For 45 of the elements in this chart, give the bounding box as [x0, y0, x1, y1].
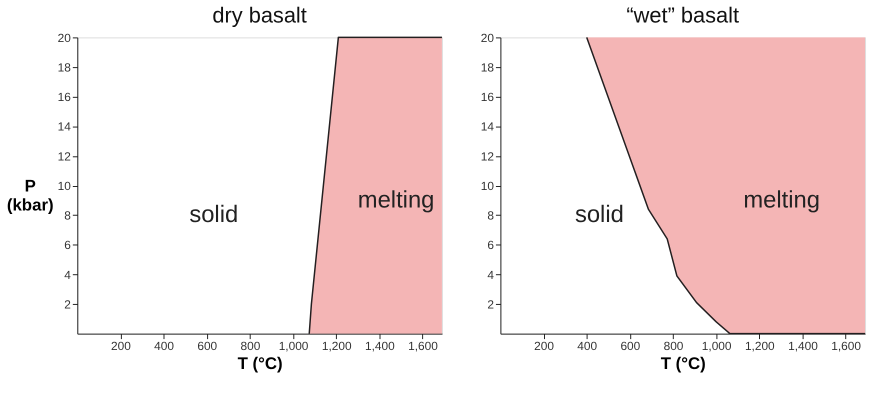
y-tick-label: 14 — [58, 120, 72, 134]
x-tick-label: 200 — [111, 339, 132, 354]
y-tick-label: 4 — [487, 268, 494, 282]
x-tick-label: 1,600 — [831, 339, 862, 354]
annotation: melting — [358, 186, 434, 214]
x-tick-label: 400 — [154, 339, 174, 354]
y-tick-label: 10 — [480, 178, 494, 193]
y-tick-label: 14 — [480, 120, 494, 134]
y-tick-label: 20 — [480, 30, 494, 45]
y-tick-label: 8 — [64, 208, 72, 223]
chart-title: “wet” basalt — [626, 2, 740, 28]
x-tick-label: 600 — [197, 339, 218, 354]
annotation: melting — [743, 186, 820, 214]
y-tick-label: 6 — [64, 238, 72, 252]
y-tick-label: 6 — [487, 238, 494, 252]
annotation: solid — [189, 201, 238, 228]
x-tick-label: 200 — [534, 339, 554, 354]
x-tick-label: 1,000 — [702, 339, 732, 354]
y-tick-label: 4 — [64, 268, 72, 282]
y-axis-title: P (kbar) — [6, 176, 54, 214]
annotation: solid — [574, 201, 624, 228]
y-tick-label: 8 — [487, 208, 494, 223]
chart-title: dry basalt — [212, 2, 307, 28]
x-axis-title: T (°C) — [660, 354, 706, 373]
x-tick-label: 800 — [664, 339, 684, 354]
y-tick-label: 10 — [58, 178, 72, 193]
y-tick-label: 18 — [58, 60, 72, 74]
y-tick-label: 12 — [480, 149, 494, 164]
y-tick-label: 16 — [480, 90, 494, 104]
x-tick-label: 800 — [240, 339, 261, 354]
y-tick-label: 2 — [487, 297, 494, 312]
x-tick-label: 600 — [620, 339, 641, 354]
x-tick-label: 1,400 — [364, 339, 396, 354]
x-tick-label: 1,600 — [408, 339, 438, 354]
y-tick-label: 2 — [64, 297, 71, 312]
x-tick-label: 1,400 — [788, 339, 818, 354]
y-tick-label: 18 — [480, 60, 494, 74]
x-tick-label: 1,200 — [322, 339, 352, 354]
x-axis-title: T (°C) — [238, 354, 283, 373]
x-tick-label: 1,200 — [744, 339, 776, 354]
y-tick-label: 12 — [58, 149, 71, 164]
x-tick-label: 1,000 — [278, 339, 309, 354]
y-tick-label: 16 — [58, 90, 72, 104]
y-tick-label: 20 — [58, 30, 72, 45]
x-tick-label: 400 — [577, 339, 598, 354]
